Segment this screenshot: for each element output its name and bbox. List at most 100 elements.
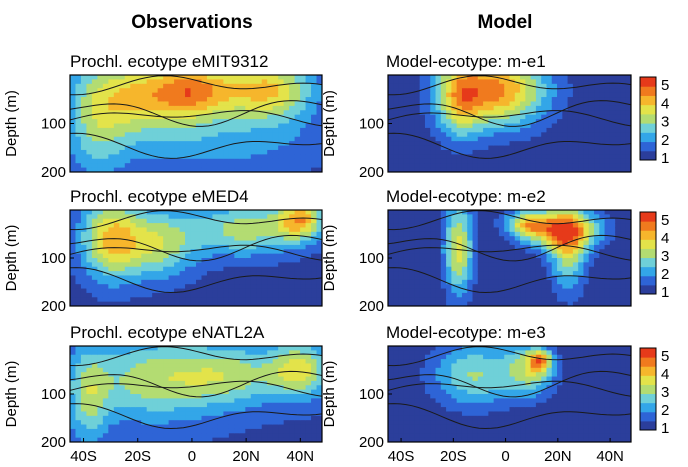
heat-cell [206,214,214,220]
heat-cell [535,132,542,138]
heat-cell [163,101,170,107]
heat-cell [228,105,235,111]
heat-cell [430,258,437,263]
heat-cell [146,420,153,426]
heat-cell [567,210,574,215]
heat-cell [185,149,192,155]
heat-cell [477,92,484,98]
heat-cell [80,240,88,246]
heat-cell [206,249,214,255]
heat-cell [157,158,164,164]
heat-cell [168,346,175,351]
heat-cell [498,145,505,151]
heat-cell [239,363,246,369]
heat-cell [206,367,214,373]
heat-cell [430,75,437,81]
heat-cell [430,119,437,125]
heat-cell [124,271,131,277]
heat-cell [234,83,241,89]
heat-cell [551,83,558,89]
heat-cell [461,127,468,133]
heat-cell [409,149,416,155]
heat-cell [261,402,268,408]
heat-cell [440,231,447,237]
heat-cell [446,223,452,229]
heat-cell [625,79,631,85]
heat-cell [520,79,526,85]
heat-cell [520,266,526,272]
heat-cell [75,218,82,224]
heat-cell [578,163,585,169]
heat-cell [483,79,489,85]
heat-cell [562,105,569,111]
y-tick-label: 100 [359,116,384,133]
heat-cell [124,227,131,233]
heat-cell [179,258,186,263]
heat-cell [135,292,142,298]
heat-cell [514,244,521,250]
heat-cell [403,210,410,215]
heat-cell [398,292,405,298]
heat-cell [190,127,197,133]
heat-cell [70,110,77,116]
heat-cell [424,266,431,272]
heat-cell [196,411,203,417]
heat-cell [530,132,537,138]
heat-cell [212,105,219,111]
heat-cell [604,301,611,306]
heat-cell [409,301,416,306]
heat-cell [201,163,208,169]
heat-cell [157,88,164,94]
heat-cell [493,83,500,89]
heat-cell [456,284,463,290]
heat-cell [514,88,521,94]
heat-cell [604,136,611,142]
heat-cell [124,407,131,413]
heat-cell [239,218,246,224]
heat-cell [267,402,274,408]
heat-cell [446,75,452,81]
heat-cell [108,223,115,229]
heat-cell [250,253,257,259]
heat-cell [414,236,421,242]
heat-cell [388,253,394,259]
heat-cell [86,110,93,116]
heat-cell [504,92,511,98]
heat-cell [546,110,553,116]
heat-cell [289,210,296,215]
heat-cell [102,376,109,382]
heat-cell [435,288,442,294]
heat-cell [446,127,452,133]
heat-cell [250,394,257,399]
heat-cell [456,218,463,224]
heat-cell [179,227,186,233]
heat-cell [97,110,104,116]
heat-cell [190,275,197,281]
contour-line [388,100,631,127]
heat-cell [525,240,532,246]
heat-cell [498,271,505,277]
heat-cell [557,132,563,138]
heat-cell [398,167,405,172]
heat-cell [311,145,318,151]
heat-cell [388,88,394,94]
heat-cell [546,75,553,81]
heat-cell [250,402,257,408]
heat-cell [256,428,263,434]
heat-cell [311,92,318,98]
heat-cell [130,420,137,426]
heat-cell [70,167,77,172]
heat-cell [398,262,405,268]
heat-cell [615,288,622,294]
heat-cell [393,110,400,116]
heat-cell [572,240,579,246]
heat-cell [316,92,322,98]
heat-cell [174,101,181,107]
heat-cell [272,154,279,160]
heat-cell [551,163,558,169]
heat-cell [567,275,574,281]
heat-cell [504,214,511,220]
heat-cell [119,127,126,133]
heat-cell [113,389,120,395]
heat-cell [509,227,516,233]
